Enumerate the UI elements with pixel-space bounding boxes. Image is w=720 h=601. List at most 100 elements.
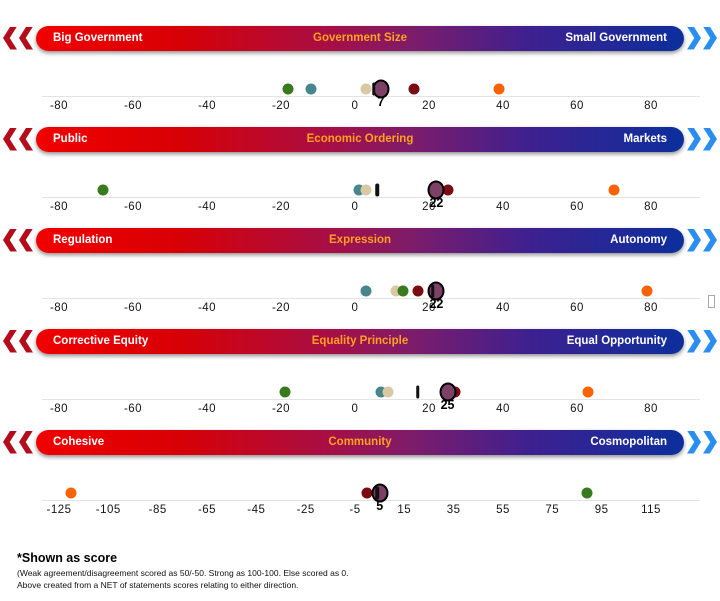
chevron-left-icon	[19, 228, 33, 252]
dimension-label: Economic Ordering	[306, 133, 414, 145]
chevron-left-icon	[19, 430, 33, 454]
chevron-right-icon	[687, 329, 701, 353]
axis-tick-label: -40	[197, 403, 217, 415]
axis-tick-label: 115	[641, 504, 661, 516]
dot-teal	[375, 386, 387, 398]
highlight-score-dot	[427, 180, 445, 200]
net-marker-bar	[375, 486, 379, 500]
chevron-right-icon	[687, 430, 701, 454]
scale-row: Big Government Government Size Small Gov…	[0, 25, 720, 126]
dot-green	[282, 83, 294, 95]
dot-tan	[382, 386, 394, 398]
scale-row: Corrective Equity Equality Principle Equ…	[0, 328, 720, 429]
double-chevron-left-icon	[0, 430, 36, 454]
spectrum-gradient-bar: Cohesive Community Cosmopolitan	[36, 429, 684, 455]
highlight-score-dot	[371, 483, 389, 503]
axis-tick-label: -40	[197, 302, 217, 314]
spectrum-bar-line: Regulation Expression Autonomy	[0, 227, 720, 253]
dot-teal	[353, 184, 365, 196]
axis-tick-label: -20	[271, 201, 291, 213]
right-pole-label: Autonomy	[610, 234, 667, 246]
scale-row: Public Economic Ordering Markets -80 -60-…	[0, 126, 720, 227]
score-value-label: 5	[376, 499, 384, 513]
axis-line	[42, 298, 700, 299]
spectrum-bar-line: Corrective Equity Equality Principle Equ…	[0, 328, 720, 354]
left-pole-label: Public	[53, 133, 88, 145]
axis-tick-label: -25	[296, 504, 315, 516]
dot-tan	[360, 83, 372, 95]
axis-tick-label: 55	[496, 504, 510, 516]
spectrum-gradient-bar: Big Government Government Size Small Gov…	[36, 25, 684, 51]
axis-tick-label: 15	[397, 504, 412, 516]
axis-tick-label: -85	[148, 504, 167, 516]
axis-tick-label: 40	[496, 201, 510, 213]
chevron-left-icon	[19, 329, 33, 353]
axis-tick-label: -80	[49, 100, 69, 112]
axis-tick-label: 80	[644, 302, 658, 314]
axis-tick-label: 80	[644, 403, 658, 415]
double-chevron-right-icon	[684, 26, 720, 50]
spectrum-gradient-bar: Regulation Expression Autonomy	[36, 227, 684, 253]
axis-tick-label: -80	[49, 403, 69, 415]
axis-tick-label: -80	[49, 201, 69, 213]
dot-teal	[305, 83, 317, 95]
double-chevron-right-icon	[684, 127, 720, 151]
dimension-label: Community	[328, 436, 392, 448]
spectrum-bar-line: Public Economic Ordering Markets	[0, 126, 720, 152]
chevron-right-icon	[703, 228, 717, 252]
axis-tick-label: 60	[570, 302, 584, 314]
axis-tick-label: 60	[570, 403, 584, 415]
chevron-left-icon	[3, 26, 17, 50]
left-pole-label: Regulation	[53, 234, 113, 246]
dot-orange	[65, 487, 77, 499]
score-plot: -80 -60 -40 -20 0 20 40 60 80 22	[0, 177, 720, 227]
right-pole-label: Equal Opportunity	[566, 335, 667, 347]
net-marker-bar	[430, 284, 435, 298]
dot-green	[97, 184, 109, 196]
axis-line	[42, 96, 700, 97]
dot-orange	[608, 184, 620, 196]
axis-tick-label: 20	[422, 100, 436, 112]
axis-tick-label: -45	[247, 504, 266, 516]
axis-tick-label: 60	[570, 201, 584, 213]
dot-teal	[360, 285, 372, 297]
axis-span: -80 -60 -40 -20 0 20 40 60 80 25	[50, 379, 657, 429]
axis-tick-label: -20	[271, 302, 291, 314]
axis-line	[42, 399, 700, 400]
chevron-right-icon	[687, 26, 701, 50]
score-value-label: 25	[440, 398, 455, 412]
footnote-title: *Shown as score	[17, 551, 118, 565]
axis-tick-label: -40	[197, 201, 217, 213]
axis-tick-label: -60	[123, 403, 143, 415]
axis-tick-label: 0	[351, 302, 359, 314]
double-chevron-right-icon	[684, 228, 720, 252]
dot-green	[397, 285, 409, 297]
axis-tick-label: 0	[351, 201, 359, 213]
footnote-line-1: (Weak agreement/disagreement scored as 5…	[17, 567, 349, 578]
score-value-label: 7	[377, 95, 385, 109]
axis-tick-label: 95	[594, 504, 609, 516]
footnote-line-2: Above created from a NET of statements s…	[17, 580, 299, 590]
axis-tick-label: 0	[351, 403, 359, 415]
footnote-block: *Shown as score (Weak agreement/disagree…	[0, 551, 720, 590]
dot-tan	[360, 184, 372, 196]
axis-tick-label: -20	[271, 403, 291, 415]
axis-span: -125 -105 -85 -65 -45 -25 -5 15 35 55 75 95 115 5	[46, 480, 660, 530]
net-marker-bar	[371, 82, 376, 96]
score-value-label: 22	[429, 196, 444, 210]
dot-orange	[493, 83, 505, 95]
double-chevron-left-icon	[0, 26, 36, 50]
chevron-right-icon	[703, 127, 717, 151]
score-plot: -80 -60 -40 -20 0 20 40 60 80 7	[0, 76, 720, 126]
axis-tick-label: -40	[197, 100, 217, 112]
axis-tick-label: 80	[644, 201, 658, 213]
axis-line	[42, 197, 700, 198]
dot-darkred	[361, 487, 373, 499]
right-pole-label: Cosmopolitan	[590, 436, 667, 448]
chevron-left-icon	[3, 228, 17, 252]
axis-tick-label: -20	[271, 100, 291, 112]
spectrum-bar-line: Cohesive Community Cosmopolitan	[0, 429, 720, 455]
dot-orange	[641, 285, 653, 297]
axis-tick-label: 75	[545, 504, 560, 516]
